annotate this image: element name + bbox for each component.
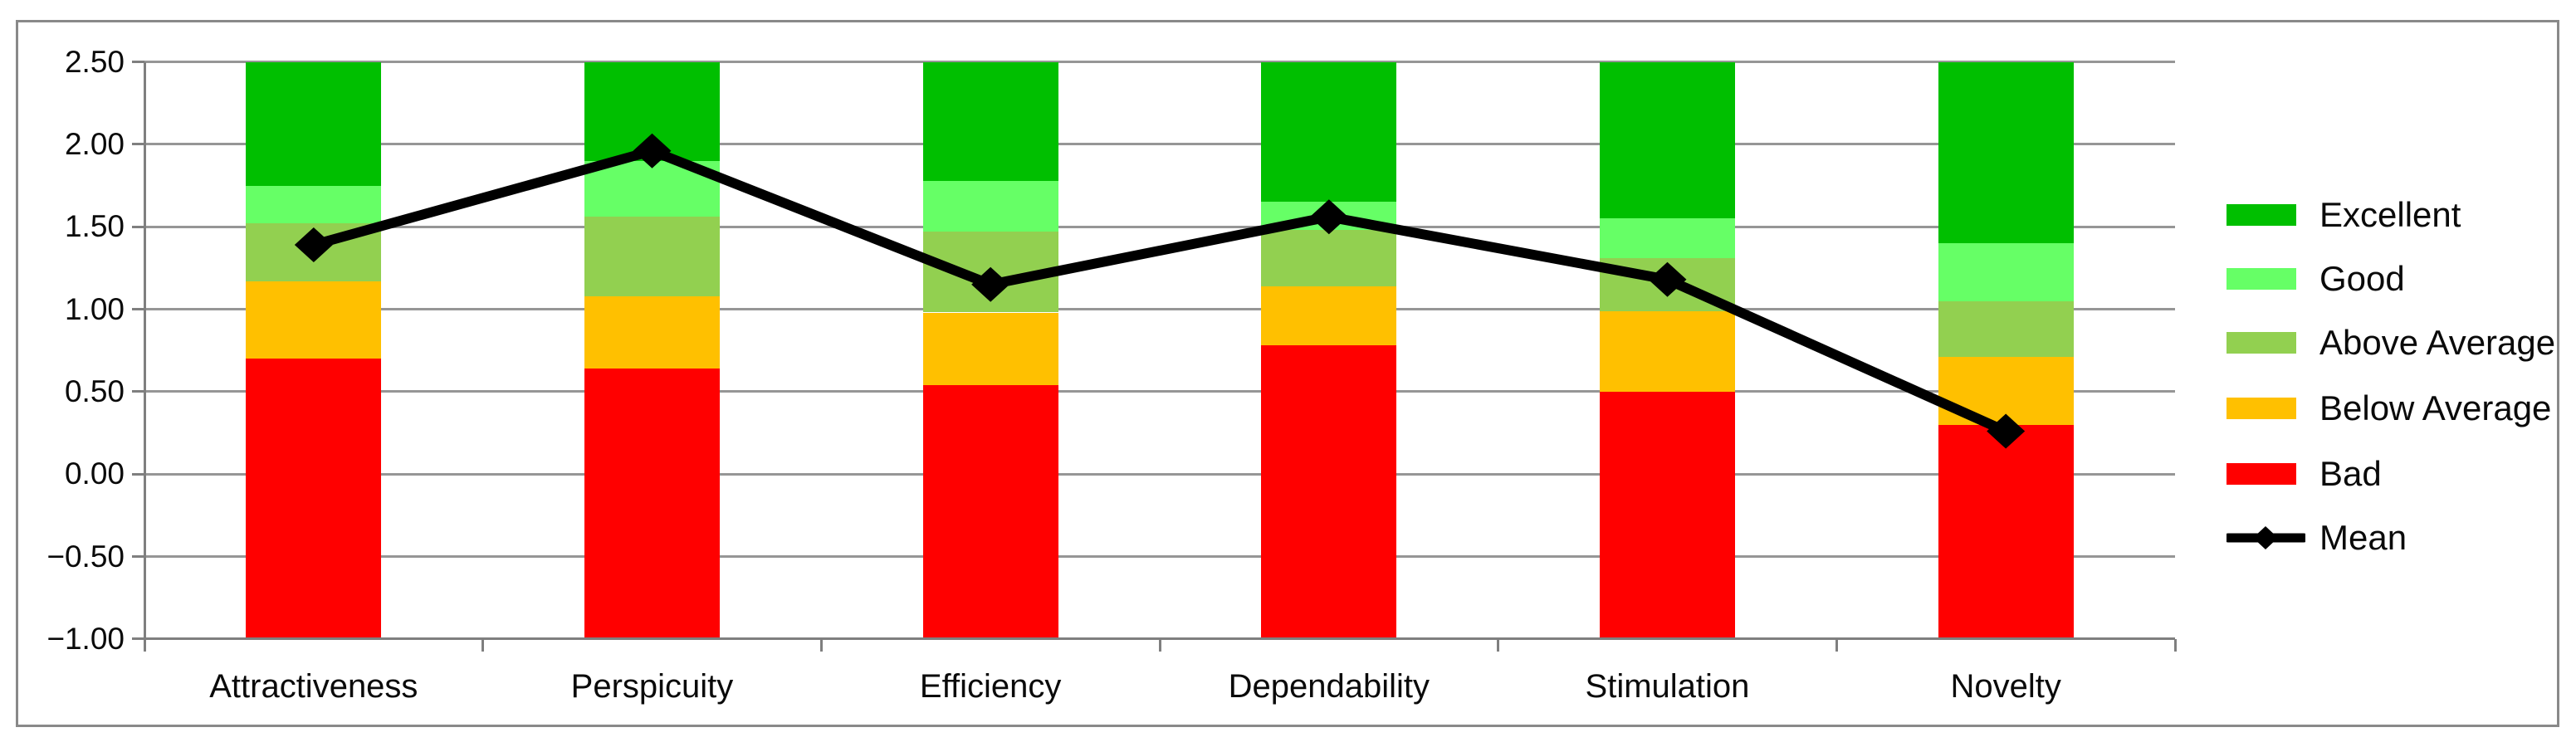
legend-label: Bad xyxy=(2319,454,2382,493)
gridline xyxy=(144,61,2175,63)
gridline xyxy=(144,308,2175,311)
bar-stimulation-segment-good xyxy=(1600,218,1735,258)
x-axis-tick xyxy=(2173,638,2177,652)
bar-attractiveness-segment-good xyxy=(246,185,382,224)
bar-novelty-segment-bad xyxy=(1938,424,2074,639)
legend-label: Excellent xyxy=(2319,195,2461,234)
y-tick-label: 2.00 xyxy=(64,126,125,161)
y-axis-tick xyxy=(132,390,144,393)
chart-frame xyxy=(16,20,2559,727)
bar-stimulation-segment-above-average xyxy=(1600,257,1735,311)
y-axis-tick xyxy=(132,225,144,228)
x-axis-tick xyxy=(819,638,823,652)
bar-attractiveness-segment-below-average xyxy=(246,281,382,359)
gridline xyxy=(144,555,2175,559)
bar-dependability-segment-below-average xyxy=(1261,286,1397,346)
gridline xyxy=(144,225,2175,228)
x-axis-tick xyxy=(481,638,485,652)
y-tick-label: 0.00 xyxy=(64,456,125,491)
x-axis-tick xyxy=(1835,638,1838,652)
x-axis-tick xyxy=(1497,638,1500,652)
y-tick-label: −1.00 xyxy=(46,621,125,656)
legend-item-mean: Mean xyxy=(2223,517,2407,559)
y-axis-tick xyxy=(132,61,144,63)
legend-item-good: Good xyxy=(2227,258,2405,300)
bar-dependability-segment-bad xyxy=(1261,345,1397,639)
x-category-label-dependability: Dependability xyxy=(1228,668,1430,705)
x-category-label-novelty: Novelty xyxy=(1950,668,2061,705)
bar-attractiveness-segment-excellent xyxy=(246,61,382,186)
y-tick-label: −0.50 xyxy=(46,539,125,574)
bar-attractiveness-segment-above-average xyxy=(246,223,382,281)
bar-attractiveness-segment-bad xyxy=(246,359,382,639)
legend-swatch-below-average xyxy=(2227,398,2296,419)
legend-item-excellent: Excellent xyxy=(2227,194,2461,236)
legend-swatch-bad xyxy=(2227,463,2296,485)
y-tick-label: 2.50 xyxy=(64,44,125,79)
legend-label: Mean xyxy=(2319,518,2407,557)
legend-swatch-above-average xyxy=(2227,332,2296,354)
x-category-label-efficiency: Efficiency xyxy=(919,668,1062,705)
legend-item-above-average: Above Average xyxy=(2227,322,2555,364)
gridline xyxy=(144,143,2175,146)
bar-efficiency-segment-good xyxy=(922,180,1058,232)
bar-stimulation-segment-excellent xyxy=(1600,61,1735,219)
legend-item-bad: Bad xyxy=(2227,453,2382,495)
y-axis-tick xyxy=(132,308,144,311)
bar-efficiency-segment-above-average xyxy=(922,232,1058,313)
bar-novelty-segment-good xyxy=(1938,243,2074,301)
bar-perspicuity-segment-bad xyxy=(584,369,720,639)
bar-efficiency-segment-bad xyxy=(922,384,1058,639)
bar-dependability-segment-excellent xyxy=(1261,61,1397,203)
y-axis-tick xyxy=(132,472,144,476)
y-tick-label: 1.50 xyxy=(64,209,125,244)
bar-dependability-segment-above-average xyxy=(1261,230,1397,286)
legend-label: Good xyxy=(2319,259,2405,298)
bar-perspicuity-segment-above-average xyxy=(584,217,720,296)
x-category-label-attractiveness: Attractiveness xyxy=(209,668,418,705)
bar-stimulation-segment-bad xyxy=(1600,391,1735,639)
bar-perspicuity-segment-good xyxy=(584,160,720,217)
bar-efficiency-segment-below-average xyxy=(922,312,1058,385)
legend-label: Below Average xyxy=(2319,388,2552,427)
y-axis-tick xyxy=(132,143,144,146)
x-category-label-perspicuity: Perspicuity xyxy=(570,668,734,705)
legend-swatch-excellent xyxy=(2227,204,2296,226)
y-tick-label: 0.50 xyxy=(64,374,125,408)
bar-perspicuity-segment-below-average xyxy=(584,295,720,369)
x-category-label-stimulation: Stimulation xyxy=(1585,668,1750,705)
x-axis-tick xyxy=(1158,638,1161,652)
bar-novelty-segment-excellent xyxy=(1938,61,2074,244)
y-axis-line xyxy=(143,61,146,652)
y-tick-label: 1.00 xyxy=(64,291,125,326)
bar-novelty-segment-above-average xyxy=(1938,300,2074,358)
gridline xyxy=(144,472,2175,476)
y-axis-tick xyxy=(132,555,144,559)
x-axis-tick xyxy=(143,638,146,652)
y-axis-tick xyxy=(132,637,144,641)
legend-mean-line-marker xyxy=(2223,525,2309,550)
bar-dependability-segment-good xyxy=(1261,202,1397,231)
legend-item-below-average: Below Average xyxy=(2227,388,2551,429)
bar-perspicuity-segment-excellent xyxy=(584,61,720,161)
gridline xyxy=(144,390,2175,393)
bar-efficiency-segment-excellent xyxy=(922,61,1058,181)
legend-swatch-good xyxy=(2227,268,2296,290)
bar-novelty-segment-below-average xyxy=(1938,357,2074,425)
bar-stimulation-segment-below-average xyxy=(1600,310,1735,392)
legend-label: Above Average xyxy=(2319,323,2556,362)
